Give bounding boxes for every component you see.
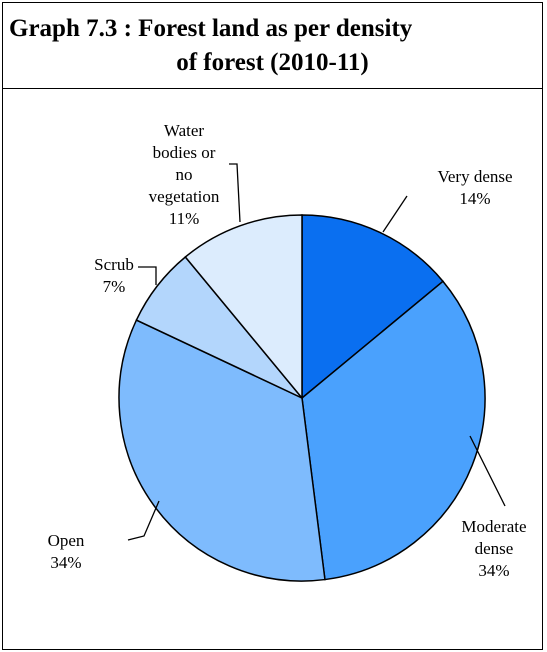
- slice-percent-label: 7%: [102, 277, 126, 296]
- slice-label-text: bodies or: [152, 143, 216, 162]
- slice-label-text: vegetation: [148, 187, 220, 206]
- slice-label-open: Open 34%: [36, 530, 96, 574]
- slice-label-very-dense: Very dense 14%: [420, 166, 530, 210]
- slice-label-scrub: Scrub 7%: [84, 254, 144, 298]
- slice-label-text: Water: [163, 121, 205, 140]
- pie-slice-0: [301, 214, 445, 400]
- pie-slice-4: [184, 214, 303, 401]
- leader-line-0: [382, 195, 408, 233]
- leader-line-4: [229, 163, 241, 223]
- chart-title-line-2: of forest (2010-11): [176, 49, 369, 76]
- slice-label-text: no: [175, 165, 193, 184]
- slice-percent-label: 34%: [478, 561, 510, 580]
- slice-label-text: Scrub: [94, 255, 134, 274]
- leader-line-1: [469, 435, 506, 507]
- slice-label-water-bodies: Water bodies or no vegetation 11%: [134, 120, 234, 230]
- leader-line-2: [127, 500, 160, 541]
- slice-label-text: Open: [47, 531, 85, 550]
- slice-label-text: dense: [474, 539, 514, 558]
- slice-percent-label: 14%: [459, 189, 491, 208]
- slice-label-text: Moderate: [461, 517, 527, 536]
- chart-title: Graph 7.3 : Forest land as per density o…: [3, 3, 542, 89]
- chart-title-line-1: Graph 7.3 : Forest land as per density: [9, 15, 413, 42]
- slice-percent-label: 11%: [168, 209, 200, 228]
- slice-label-text: Very dense: [437, 167, 513, 186]
- pie-slice-1: [301, 280, 486, 581]
- slice-label-moderate-dense: Moderate dense 34%: [444, 516, 544, 582]
- leader-line-3: [138, 266, 157, 285]
- slice-percent-label: 34%: [50, 553, 82, 572]
